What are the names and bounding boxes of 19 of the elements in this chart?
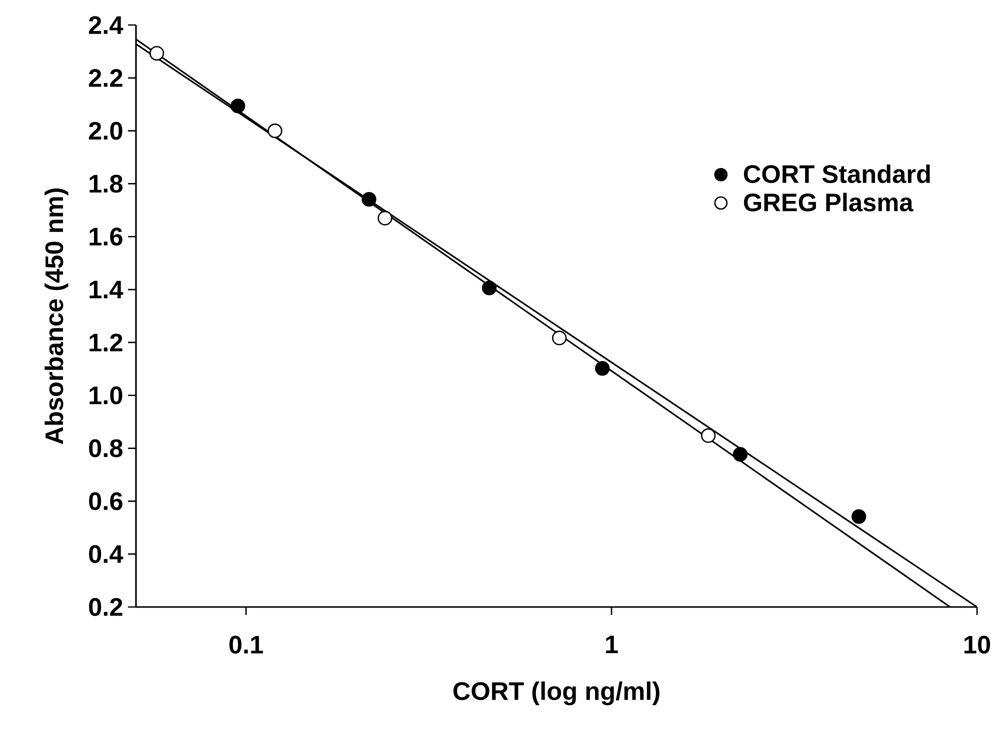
- legend-label: GREG Plasma: [744, 192, 914, 212]
- y-axis-title: Absorbance (450 nm): [44, 188, 68, 444]
- y-tick-label: 1.4: [90, 280, 124, 298]
- y-tick-label: 0.6: [89, 492, 122, 510]
- y-tick-label: 0.4: [89, 545, 124, 564]
- y-tick-label: 0.2: [89, 598, 122, 616]
- y-tick-label: 1.8: [90, 174, 122, 193]
- y-tick-label: 2.0: [88, 122, 122, 140]
- x-axis-title: CORT (log ng/ml): [453, 681, 660, 706]
- legend-label: CORT Standard: [744, 164, 930, 184]
- x-tick-label: 0.1: [229, 636, 263, 654]
- y-tick-label: 2.2: [88, 69, 122, 87]
- y-tick-label: 0.8: [89, 439, 122, 458]
- y-tick-label: 1.6: [90, 228, 122, 246]
- x-tick-label: 10: [964, 636, 990, 654]
- y-tick-label: 1.2: [90, 334, 122, 352]
- x-tick-label: 1: [606, 636, 618, 654]
- y-tick-label: 2.4: [88, 16, 124, 34]
- y-tick-label: 1.0: [90, 386, 122, 404]
